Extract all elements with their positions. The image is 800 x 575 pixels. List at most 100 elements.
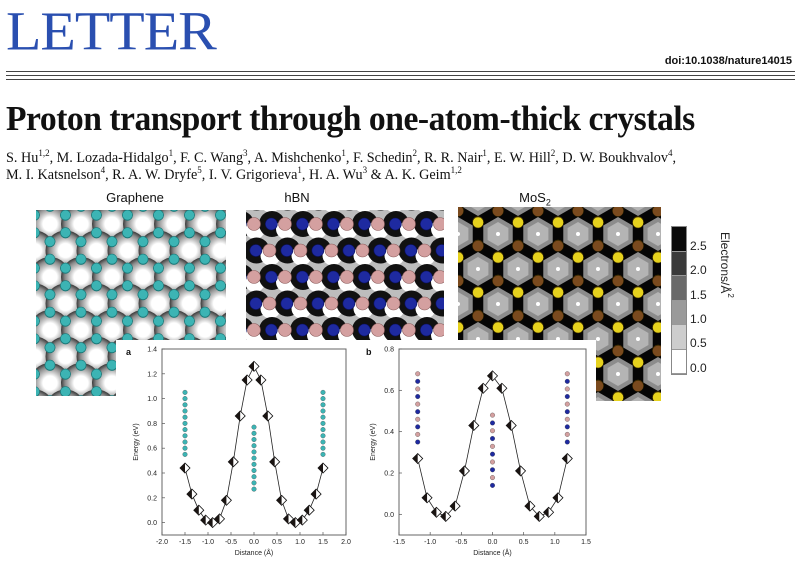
header-rule-top [6, 71, 795, 72]
y-tick-label: 0.0 [384, 512, 394, 519]
x-tick-label: 0.5 [272, 539, 282, 546]
author-affiliation: 5 [197, 165, 202, 175]
chain-atom [321, 396, 326, 401]
chain-atom [565, 432, 570, 437]
x-tick-label: -1.0 [424, 539, 436, 546]
mos2-label-text: MoS [519, 190, 546, 205]
y-tick-label: 0.2 [147, 495, 157, 502]
chain-atom [183, 440, 188, 445]
x-tick-label: 1.5 [581, 539, 591, 546]
chain-atom [321, 415, 326, 420]
author-name: A. Mishchenko [254, 150, 341, 166]
chain-atom [565, 379, 570, 384]
author-name: M. I. Katsnelson [6, 167, 101, 183]
author-affiliation: 3 [363, 165, 368, 175]
chain-atom [183, 427, 188, 432]
author-affiliation: 1 [482, 148, 487, 158]
x-tick-label: 1.0 [295, 539, 305, 546]
author-line-1: S. Hu1,2, M. Lozada-Hidalgo1, F. C. Wang… [6, 150, 796, 167]
chain-atom [415, 417, 420, 422]
x-tick-label: -1.5 [179, 539, 191, 546]
doi-link[interactable]: doi:10.1038/nature14015 [665, 55, 792, 67]
author-name: D. W. Boukhvalov [562, 150, 668, 166]
chart-panel-a: a0.00.20.40.60.81.01.21.4-2.0-1.5-1.0-0.… [126, 347, 351, 558]
colorbar-tick: 0.5 [690, 336, 707, 350]
colorbar-tick: 2.0 [690, 263, 707, 277]
colorbar-title-text: Electrons/Å [718, 232, 732, 293]
author-name: F. Schedin [353, 150, 413, 166]
chain-atom [321, 421, 326, 426]
author-name: R. A. W. Dryfe [112, 167, 197, 183]
chain-atom [490, 475, 495, 480]
x-tick-label: 0.0 [488, 539, 498, 546]
author-name: F. C. Wang [180, 150, 243, 166]
x-axis-label: Distance (Å) [473, 548, 512, 557]
y-tick-label: 0.6 [384, 388, 394, 395]
graphene-label: Graphene [60, 190, 210, 205]
chain-atom [415, 379, 420, 384]
colorbar-swatch [672, 252, 686, 277]
author-affiliation: 2 [413, 148, 418, 158]
hbn-label: hBN [222, 190, 372, 205]
chain-atom [183, 390, 188, 395]
chain-atom [565, 425, 570, 430]
chain-atom [565, 372, 570, 377]
chain-atom [490, 436, 495, 441]
chain-atom [183, 415, 188, 420]
colorbar-swatch [672, 301, 686, 326]
y-tick-label: 0.8 [384, 347, 394, 354]
author-affiliation: 1,2 [451, 165, 462, 175]
chain-atom [415, 440, 420, 445]
colorbar-swatch [672, 350, 686, 375]
chain-atom [490, 467, 495, 472]
chain-atom [321, 446, 326, 451]
y-tick-label: 0.6 [147, 446, 157, 453]
colorbar-title-sup: 2 [726, 293, 735, 297]
chain-atom [415, 394, 420, 399]
chain-atom [565, 440, 570, 445]
chain-atom [321, 403, 326, 408]
y-tick-label: 0.4 [384, 429, 394, 436]
chain-atom [415, 387, 420, 392]
colorbar-tick: 2.5 [690, 239, 707, 253]
colorbar-tick: 1.5 [690, 288, 707, 302]
y-tick-label: 0.2 [384, 471, 394, 478]
author-affiliation: 4 [668, 148, 673, 158]
author-affiliation: 1 [341, 148, 346, 158]
chain-atom [490, 452, 495, 457]
chain-atom [565, 402, 570, 407]
x-tick-label: -0.5 [455, 539, 467, 546]
y-tick-label: 1.0 [147, 396, 157, 403]
chain-atom [415, 409, 420, 414]
y-axis-label: Energy (eV) [370, 423, 377, 460]
chain-atom [321, 452, 326, 457]
x-tick-label: 0.5 [519, 539, 529, 546]
author-name: M. Lozada-Hidalgo [57, 150, 169, 166]
author-name: S. Hu [6, 150, 38, 166]
colorbar-tick: 0.0 [690, 361, 707, 375]
panel-letter: a [126, 347, 132, 357]
author-affiliation: 3 [243, 148, 248, 158]
chain-atom [252, 450, 257, 455]
chain-atom [565, 417, 570, 422]
chain-atom [321, 409, 326, 414]
x-tick-label: 1.0 [550, 539, 560, 546]
y-tick-label: 1.2 [147, 371, 157, 378]
chain-atom [565, 394, 570, 399]
y-axis-label: Energy (eV) [133, 423, 140, 460]
chain-atom [321, 427, 326, 432]
chain-atom [252, 431, 257, 436]
section-label: LETTER [6, 4, 216, 59]
chain-atom [490, 413, 495, 418]
chain-atom [252, 481, 257, 486]
x-tick-label: 2.0 [341, 539, 351, 546]
chain-atom [415, 432, 420, 437]
chain-atom [321, 440, 326, 445]
chain-atom [183, 434, 188, 439]
y-tick-label: 0.0 [147, 520, 157, 527]
author-line-2: M. I. Katsnelson4, R. A. W. Dryfe5, I. V… [6, 167, 796, 184]
chain-atom [252, 487, 257, 492]
hbn-density-map [246, 210, 444, 344]
author-name: E. W. Hill [494, 150, 551, 166]
chain-atom [490, 483, 495, 488]
